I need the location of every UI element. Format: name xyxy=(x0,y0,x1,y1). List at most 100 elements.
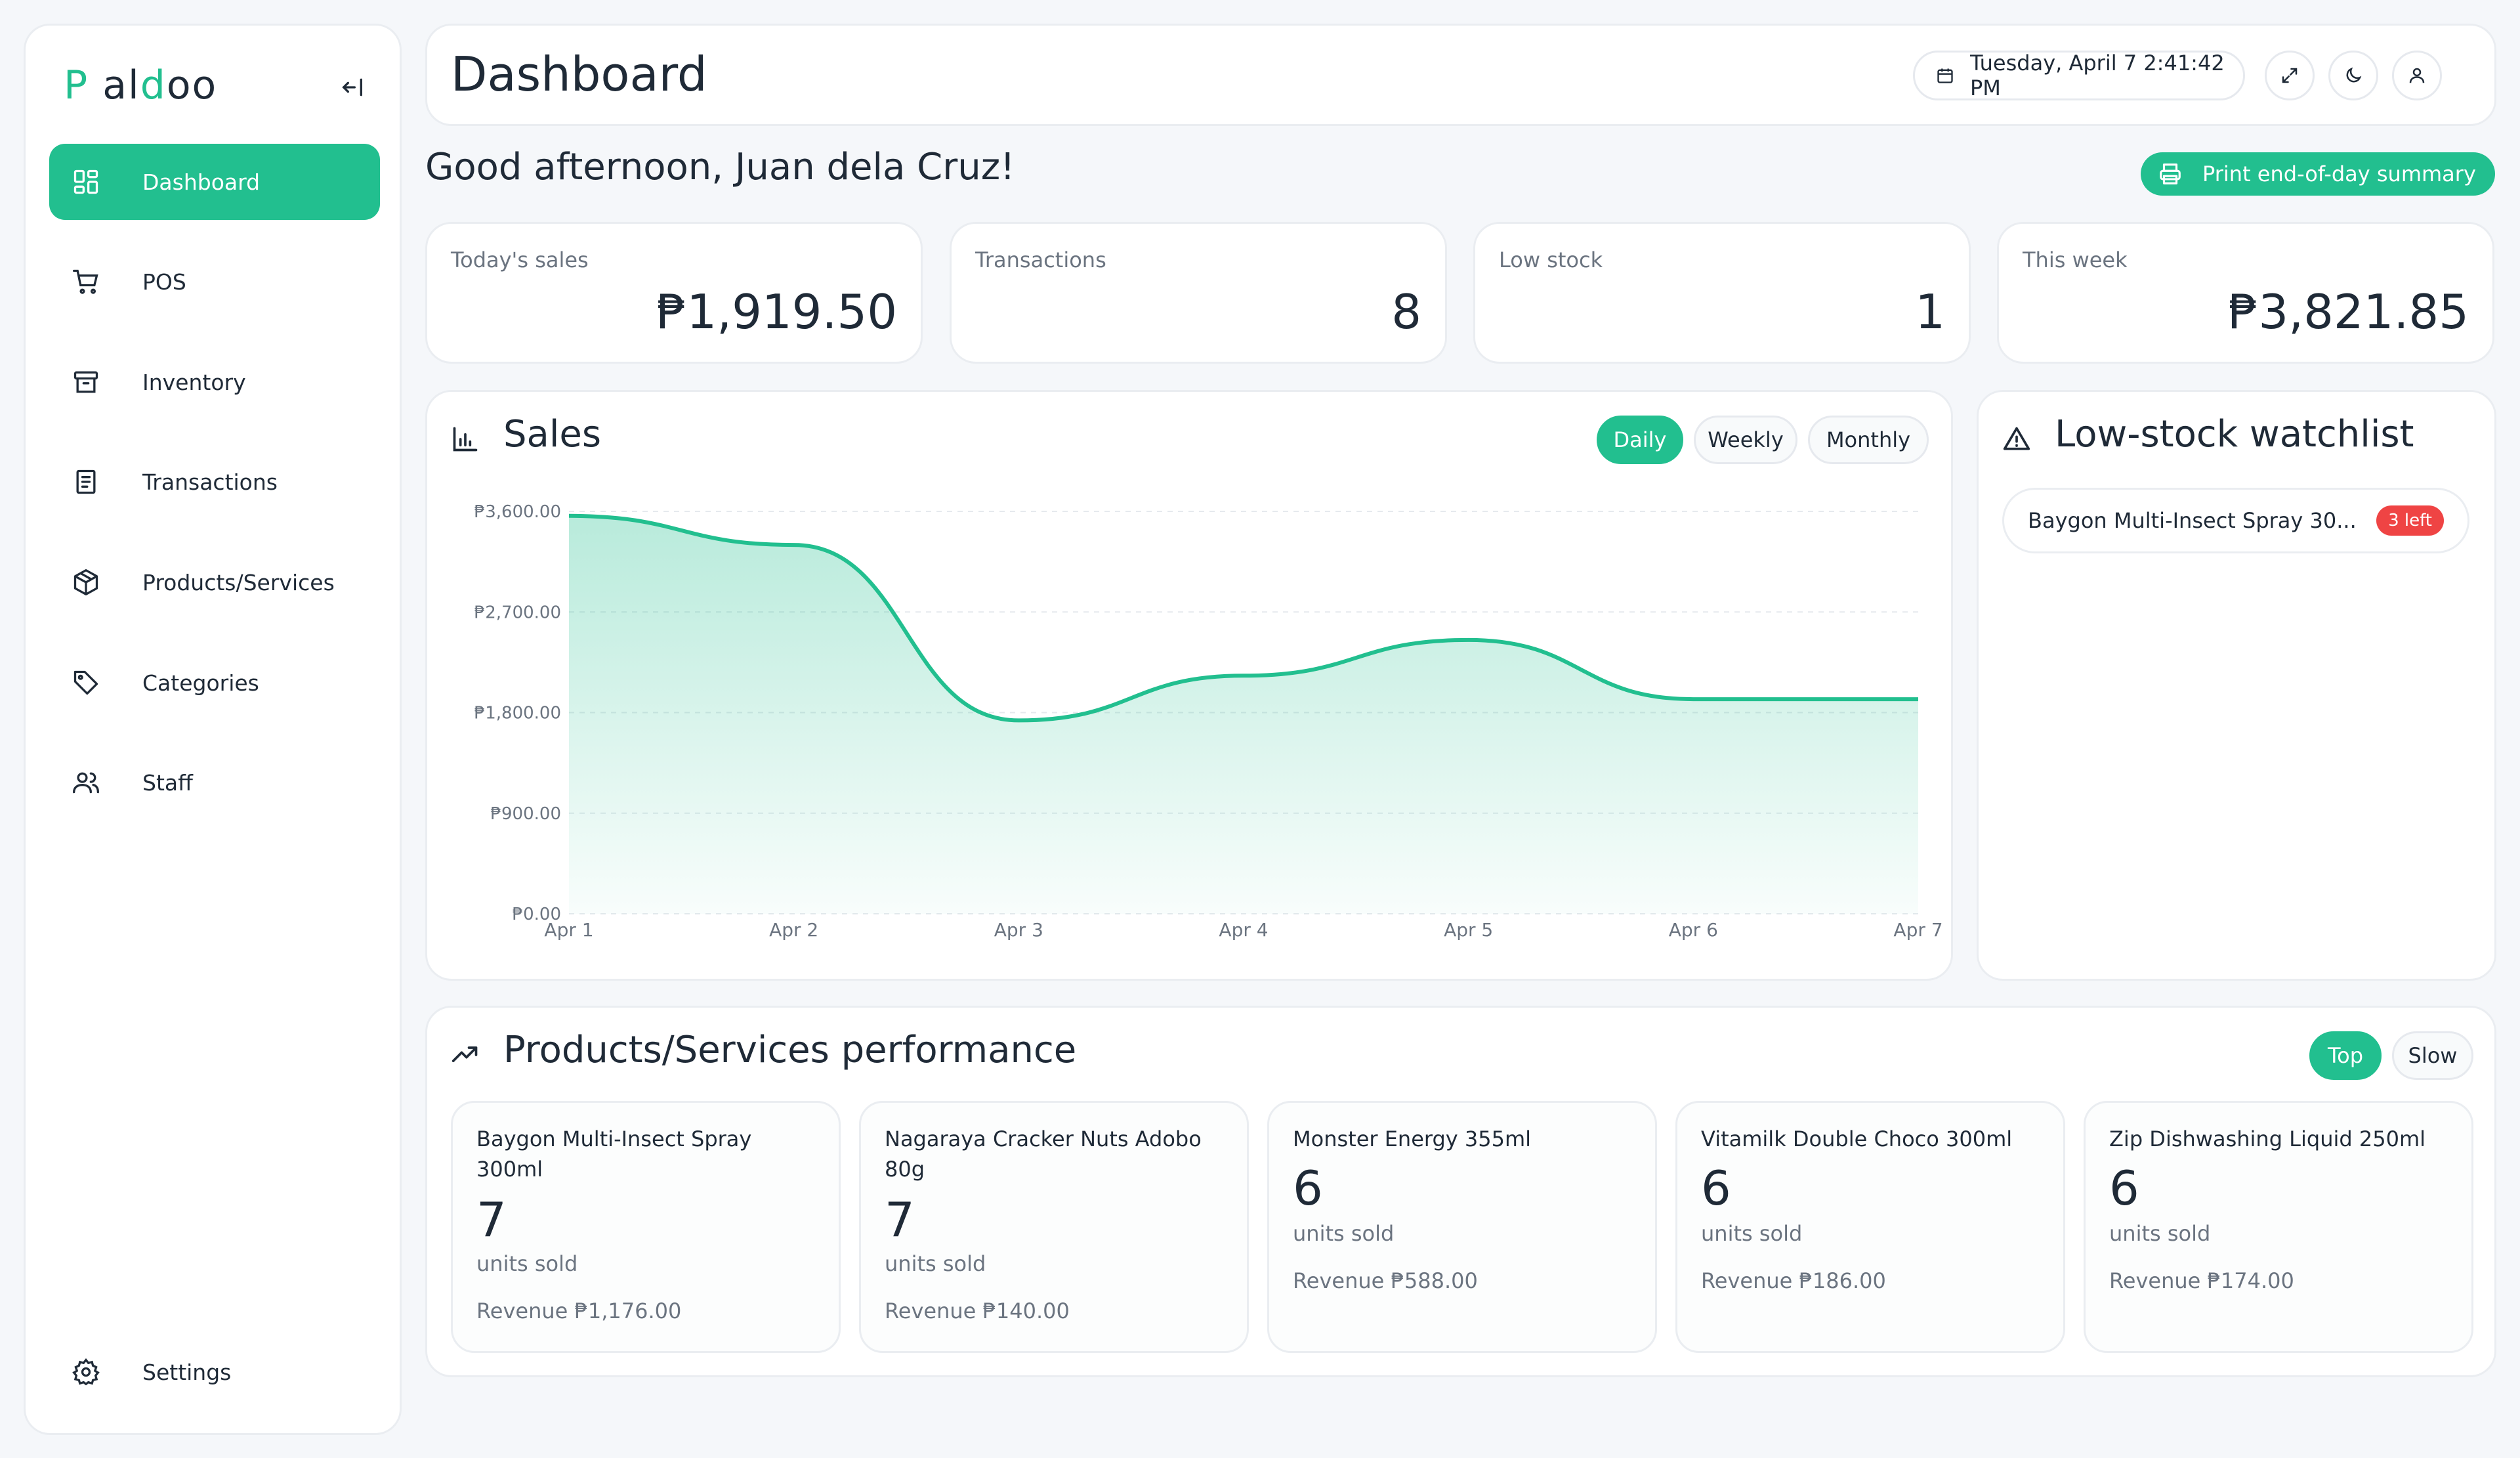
x-tick-label: Apr 4 xyxy=(1219,919,1268,941)
receipt-icon xyxy=(66,462,106,502)
watchlist-item[interactable]: Baygon Multi-Insect Spray 30... 3 left xyxy=(2002,488,2469,553)
revenue-text: Revenue ₱1,176.00 xyxy=(476,1298,682,1323)
logo-letter: oo xyxy=(166,62,218,108)
sidebar-item-pos[interactable]: POS xyxy=(49,244,380,320)
tab-weekly[interactable]: Weekly xyxy=(1694,416,1797,464)
sales-line xyxy=(568,513,1918,723)
sidebar-item-products-services[interactable]: Products/Services xyxy=(49,544,380,620)
collapse-sidebar-button[interactable] xyxy=(334,69,371,106)
tab-top[interactable]: Top xyxy=(2309,1031,2382,1080)
units-sold-label: units sold xyxy=(2109,1221,2211,1246)
moon-icon xyxy=(2346,67,2362,83)
revenue-text: Revenue ₱588.00 xyxy=(1293,1268,1478,1293)
sidebar-item-settings[interactable]: Settings xyxy=(49,1334,380,1410)
app-logo[interactable]: P aldoo xyxy=(64,62,217,108)
stat-card-low-stock: Low stock 1 xyxy=(1473,222,1971,364)
product-name: Nagaraya Cracker Nuts Adobo 80g xyxy=(885,1126,1202,1182)
units-sold-label: units sold xyxy=(476,1251,578,1276)
collapse-arrow-icon xyxy=(342,78,362,96)
datetime-display: Tuesday, April 7 2:41:42 PM xyxy=(1913,51,2245,100)
tab-slow[interactable]: Slow xyxy=(2392,1031,2473,1080)
sidebar-item-dashboard[interactable]: Dashboard xyxy=(49,144,380,220)
sales-title: Sales xyxy=(503,413,602,456)
y-tick-label: ₱2,700.00 xyxy=(474,603,561,622)
stat-label: This week xyxy=(2023,247,2128,272)
watchlist-title: Low-stock watchlist xyxy=(2055,413,2414,456)
y-tick-label: ₱900.00 xyxy=(490,804,561,824)
units-sold-value: 7 xyxy=(885,1192,915,1247)
sidebar-item-label: Categories xyxy=(142,670,259,696)
print-summary-button[interactable]: Print end-of-day summary xyxy=(2141,152,2495,196)
stat-value: 8 xyxy=(1391,284,1421,339)
x-tick-label: Apr 1 xyxy=(544,919,593,941)
user-icon xyxy=(2409,68,2425,83)
theme-toggle-button[interactable] xyxy=(2328,51,2378,100)
sales-chart-card: Sales Daily Weekly Monthly ₱0.00 ₱900.00 ₱… xyxy=(425,390,1953,981)
product-name: Monster Energy 355ml xyxy=(1293,1126,1532,1151)
product-card[interactable]: Vitamilk Double Choco 300ml 6 units sold… xyxy=(1675,1101,2065,1353)
tab-monthly[interactable]: Monthly xyxy=(1808,416,1929,464)
trending-up-icon xyxy=(451,1040,480,1072)
bar-chart-icon xyxy=(451,425,480,456)
x-tick-label: Apr 3 xyxy=(994,919,1043,941)
expand-icon xyxy=(2282,68,2298,83)
sidebar: P aldoo Dashboard POS Inventory Transact… xyxy=(24,24,402,1435)
units-sold-value: 6 xyxy=(1701,1161,1731,1216)
logo-letter: a xyxy=(102,62,129,108)
x-tick-label: Apr 7 xyxy=(1893,919,1942,941)
units-sold-label: units sold xyxy=(885,1251,986,1276)
tag-icon xyxy=(66,663,106,702)
sidebar-item-label: Transactions xyxy=(142,469,278,495)
product-name: Vitamilk Double Choco 300ml xyxy=(1701,1126,2013,1151)
products-performance-card: Products/Services performance Top Slow B… xyxy=(425,1006,2496,1377)
sidebar-item-label: Settings xyxy=(142,1359,232,1385)
sidebar-item-label: Inventory xyxy=(142,369,246,395)
datetime-text: Tuesday, April 7 2:41:42 PM xyxy=(1969,51,2225,100)
y-tick-label: ₱3,600.00 xyxy=(474,502,561,522)
product-card[interactable]: Zip Dishwashing Liquid 250ml 6 units sol… xyxy=(2084,1101,2473,1353)
greeting-text: Good afternoon, Juan dela Cruz! xyxy=(425,146,1015,188)
product-card[interactable]: Nagaraya Cracker Nuts Adobo 80g 7 units … xyxy=(859,1101,1249,1353)
sidebar-item-categories[interactable]: Categories xyxy=(49,645,380,721)
sidebar-item-transactions[interactable]: Transactions xyxy=(49,444,380,520)
cart-icon xyxy=(66,262,106,301)
sidebar-item-inventory[interactable]: Inventory xyxy=(49,344,380,420)
x-tick-label: Apr 6 xyxy=(1669,919,1718,941)
performance-title: Products/Services performance xyxy=(503,1029,1077,1071)
print-summary-label: Print end-of-day summary xyxy=(2202,161,2476,186)
product-card[interactable]: Monster Energy 355ml 6 units sold Revenu… xyxy=(1267,1101,1657,1353)
logo-letter: P xyxy=(64,62,89,108)
logo-letter: d xyxy=(140,62,167,108)
y-tick-label: ₱0.00 xyxy=(513,905,561,924)
top-header: Dashboard Tuesday, April 7 2:41:42 PM xyxy=(425,24,2496,126)
warning-icon xyxy=(2002,425,2031,456)
stat-value: ₱3,821.85 xyxy=(2228,284,2469,339)
revenue-text: Revenue ₱174.00 xyxy=(2109,1268,2294,1293)
package-icon xyxy=(66,563,106,602)
watchlist-item-name: Baygon Multi-Insect Spray 30... xyxy=(2028,508,2356,533)
gear-icon xyxy=(66,1352,106,1392)
units-sold-label: units sold xyxy=(1701,1221,1803,1246)
revenue-text: Revenue ₱140.00 xyxy=(885,1298,1070,1323)
y-tick-label: ₱1,800.00 xyxy=(474,704,561,723)
units-sold-value: 6 xyxy=(2109,1161,2139,1216)
sales-area-chart: ₱0.00 ₱900.00 ₱1,800.00 ₱2,700.00 ₱3,600.00 A… xyxy=(474,502,1943,941)
grid-icon xyxy=(66,162,106,202)
sidebar-item-label: Products/Services xyxy=(142,569,335,595)
stat-label: Transactions xyxy=(975,247,1106,272)
fullscreen-button[interactable] xyxy=(2265,51,2315,100)
x-tick-label: Apr 2 xyxy=(769,919,818,941)
profile-button[interactable] xyxy=(2392,51,2442,100)
x-tick-label: Apr 5 xyxy=(1444,919,1493,941)
stat-value: ₱1,919.50 xyxy=(656,284,897,339)
stat-card-today-sales: Today's sales ₱1,919.50 xyxy=(425,222,923,364)
page-title: Dashboard xyxy=(451,47,707,102)
printer-icon xyxy=(2158,161,2184,187)
units-sold-value: 7 xyxy=(476,1192,507,1247)
product-card[interactable]: Baygon Multi-Insect Spray 300ml 7 units … xyxy=(451,1101,841,1353)
product-name: Zip Dishwashing Liquid 250ml xyxy=(2109,1126,2426,1151)
low-stock-watchlist-card: Low-stock watchlist Baygon Multi-Insect … xyxy=(1977,390,2496,981)
tab-daily[interactable]: Daily xyxy=(1597,416,1683,464)
sidebar-item-staff[interactable]: Staff xyxy=(49,744,380,821)
stat-card-transactions: Transactions 8 xyxy=(950,222,1447,364)
